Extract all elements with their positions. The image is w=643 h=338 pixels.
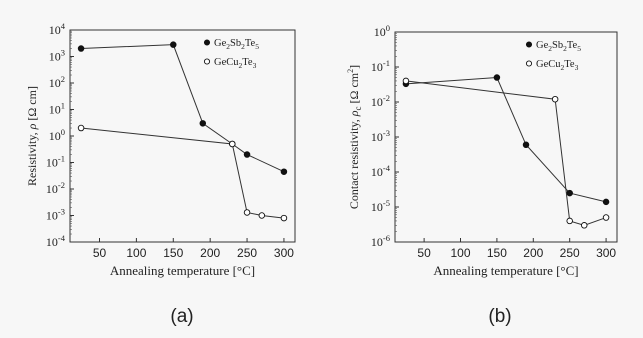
x-tick-label: 250 bbox=[560, 246, 580, 260]
legend-entry: GeCu2Te3 bbox=[536, 59, 579, 72]
legend-marker bbox=[525, 41, 533, 48]
chart-panel-2: 50 100 150 200 250 300 100 10-1 10-2 10-3 10-4 10-5… bbox=[346, 23, 618, 327]
panel-caption: (b) bbox=[488, 306, 511, 327]
y-tick-label: 101 bbox=[49, 101, 65, 117]
y-tick-label: 10-4 bbox=[46, 233, 66, 249]
x-tick-label: 200 bbox=[200, 246, 220, 260]
series-line-1 bbox=[405, 77, 607, 203]
data-point bbox=[493, 74, 501, 81]
data-point bbox=[551, 95, 559, 103]
panel-caption: (a) bbox=[170, 306, 193, 327]
x-tick-label: 250 bbox=[237, 246, 257, 260]
data-point bbox=[602, 198, 610, 206]
x-axis-label: Annealing temperature [°C] bbox=[433, 263, 578, 278]
data-point bbox=[77, 124, 85, 132]
legend-entry: Ge2Sb2Te5 bbox=[214, 38, 259, 51]
y-axis-label: Contact resistivity, ρc [Ω cm2] bbox=[346, 65, 363, 209]
series-line-2 bbox=[405, 80, 607, 226]
y-tick-label: 10-2 bbox=[371, 93, 390, 109]
x-tick-label: 100 bbox=[126, 246, 146, 260]
chart-panel-1: 50 100 150 200 250 300 104 103 102 101 100 10-1 10-2… bbox=[25, 21, 296, 327]
x-tick-label: 300 bbox=[274, 246, 294, 260]
data-point bbox=[602, 214, 610, 221]
y-tick-label: 102 bbox=[49, 74, 65, 90]
y-tick-label: 10-2 bbox=[46, 180, 65, 196]
data-point bbox=[566, 189, 573, 197]
x-axis-label: Annealing temperature [°C] bbox=[110, 263, 255, 278]
legend-marker bbox=[203, 58, 211, 65]
legend-marker bbox=[203, 39, 211, 46]
plot-frame bbox=[69, 29, 296, 243]
legend-entry: Ge2Sb2Te5 bbox=[536, 40, 581, 53]
data-point bbox=[402, 77, 410, 85]
data-point bbox=[243, 209, 251, 216]
data-point bbox=[280, 214, 288, 222]
data-point bbox=[170, 41, 177, 48]
data-point bbox=[258, 212, 266, 219]
x-tick-label: 300 bbox=[596, 246, 616, 260]
y-axis-label: Resistivity, ρ [Ω cm] bbox=[25, 86, 39, 186]
data-point bbox=[77, 45, 85, 52]
y-tick-label: 103 bbox=[49, 48, 65, 64]
data-point bbox=[580, 222, 588, 229]
y-tick-label: 10-1 bbox=[371, 58, 390, 74]
x-tick-label: 50 bbox=[93, 246, 107, 260]
data-point bbox=[566, 217, 573, 225]
y-tick-label: 10-1 bbox=[46, 154, 65, 170]
data-point bbox=[229, 140, 236, 148]
data-point bbox=[199, 120, 207, 127]
y-tick-label: 10-3 bbox=[371, 128, 390, 144]
y-tick-label: 10-6 bbox=[371, 233, 390, 249]
legend-marker bbox=[525, 60, 533, 67]
data-point bbox=[243, 151, 251, 158]
data-point bbox=[280, 168, 288, 175]
x-tick-label: 150 bbox=[487, 246, 507, 260]
series-line-2 bbox=[81, 127, 284, 219]
legend-entry: GeCu2Te3 bbox=[214, 57, 257, 70]
x-tick-label: 100 bbox=[450, 246, 470, 260]
y-tick-label: 10-3 bbox=[46, 207, 65, 223]
x-tick-label: 200 bbox=[523, 246, 543, 260]
y-tick-label: 10-4 bbox=[371, 163, 391, 179]
x-tick-label: 50 bbox=[417, 246, 431, 260]
y-tick-label: 10-5 bbox=[371, 198, 390, 214]
plot-frame bbox=[394, 31, 618, 243]
x-tick-label: 150 bbox=[163, 246, 183, 260]
y-tick-label: 104 bbox=[49, 21, 66, 37]
y-tick-label: 100 bbox=[49, 127, 65, 143]
y-tick-label: 100 bbox=[374, 23, 390, 39]
series-line-1 bbox=[81, 44, 285, 173]
data-point bbox=[522, 141, 530, 149]
